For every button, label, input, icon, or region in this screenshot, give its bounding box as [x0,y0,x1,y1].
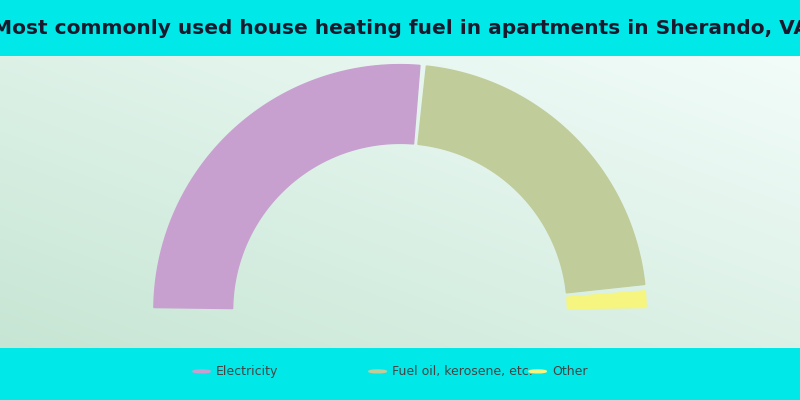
Polygon shape [567,291,646,308]
Text: Most commonly used house heating fuel in apartments in Sherando, VA: Most commonly used house heating fuel in… [0,18,800,38]
Polygon shape [154,65,420,308]
Ellipse shape [369,370,386,373]
Polygon shape [418,66,645,293]
Ellipse shape [529,370,546,373]
Text: Electricity: Electricity [216,365,278,378]
Text: Fuel oil, kerosene, etc.: Fuel oil, kerosene, etc. [392,365,533,378]
Ellipse shape [193,370,210,373]
Text: Other: Other [552,365,587,378]
